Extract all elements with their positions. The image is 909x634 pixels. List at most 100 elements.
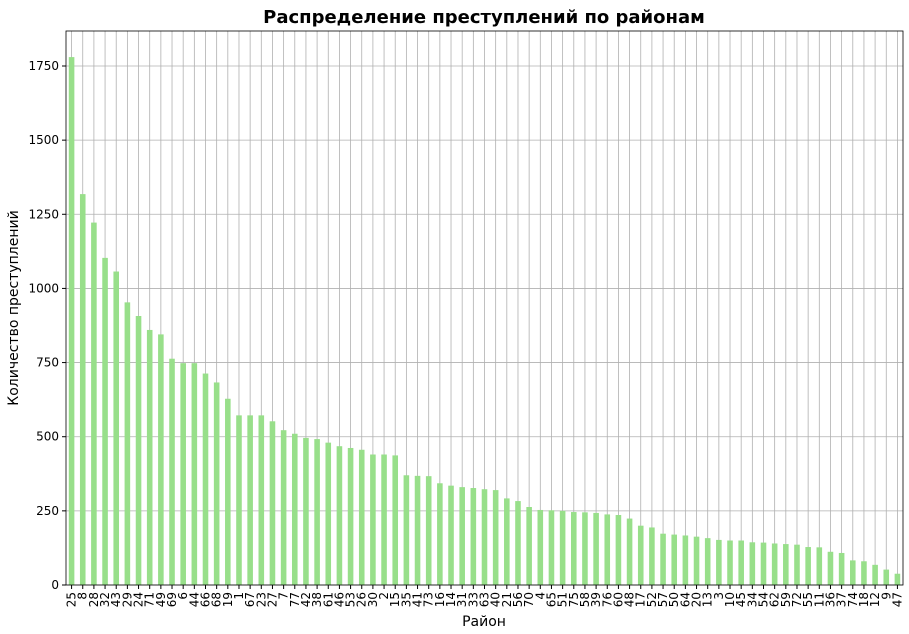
x-tick-label: 71 xyxy=(143,592,157,607)
bar xyxy=(570,512,577,585)
bar xyxy=(425,476,432,585)
bar xyxy=(727,540,733,585)
bar xyxy=(414,475,421,585)
x-tick-label: 63 xyxy=(478,592,492,607)
bar xyxy=(79,194,86,585)
x-tick-label: 73 xyxy=(422,592,436,607)
bar xyxy=(91,222,97,585)
y-tick-label: 500 xyxy=(36,430,59,444)
bar xyxy=(180,363,186,585)
x-tick-label: 53 xyxy=(344,592,358,607)
bar xyxy=(760,542,767,585)
bar xyxy=(783,544,789,585)
bar xyxy=(872,564,878,585)
bar xyxy=(303,437,309,585)
x-tick-label: 52 xyxy=(645,592,659,607)
x-tick-label: 58 xyxy=(578,592,592,607)
bar xyxy=(437,483,443,585)
bar xyxy=(894,573,901,585)
bar xyxy=(459,487,465,585)
bar xyxy=(202,373,209,585)
x-tick-label: 56 xyxy=(511,592,525,607)
bar xyxy=(626,518,633,585)
axes-frame xyxy=(65,30,904,586)
bar xyxy=(861,561,867,585)
bar xyxy=(849,560,856,585)
x-tick-label: 68 xyxy=(210,592,224,607)
bar xyxy=(660,533,666,585)
x-tick-label: 2 xyxy=(377,592,391,600)
x-tick-label: 48 xyxy=(623,592,637,607)
bar xyxy=(838,552,845,585)
bar xyxy=(559,510,566,585)
x-tick-label: 38 xyxy=(310,592,324,607)
bar xyxy=(582,512,588,585)
x-tick-label: 55 xyxy=(801,592,815,607)
x-tick-label: 30 xyxy=(366,592,380,607)
bar xyxy=(258,415,265,585)
x-tick-label: 57 xyxy=(656,592,670,607)
bar xyxy=(236,415,242,585)
x-tick-label: 62 xyxy=(768,592,782,607)
x-tick-label: 59 xyxy=(779,592,793,607)
bar xyxy=(693,536,700,585)
bar xyxy=(247,415,253,585)
x-tick-label: 18 xyxy=(857,592,871,607)
x-tick-label: 19 xyxy=(221,592,235,607)
x-tick-label: 12 xyxy=(868,592,882,607)
x-tick-label: 17 xyxy=(634,592,648,607)
x-tick-label: 34 xyxy=(745,592,759,607)
x-tick-label: 42 xyxy=(299,592,313,607)
x-tick-label: 74 xyxy=(846,592,860,607)
x-tick-label: 13 xyxy=(701,592,715,607)
bar xyxy=(336,446,343,585)
x-tick-label: 46 xyxy=(332,592,346,607)
x-tick-label: 23 xyxy=(254,592,268,607)
bar xyxy=(191,363,198,585)
bar xyxy=(593,512,599,585)
x-tick-label: 4 xyxy=(533,592,547,600)
bar xyxy=(381,454,387,585)
x-tick-label: 31 xyxy=(455,592,469,607)
bar xyxy=(280,430,287,585)
y-tick-label: 1500 xyxy=(28,133,59,147)
bar xyxy=(883,569,890,585)
x-tick-label: 39 xyxy=(589,592,603,607)
bar xyxy=(716,539,722,585)
x-tick-label: 50 xyxy=(667,592,681,607)
bar xyxy=(827,551,834,585)
bar xyxy=(749,542,756,585)
bar xyxy=(492,490,499,585)
x-tick-label: 24 xyxy=(132,592,146,607)
bar xyxy=(537,509,544,585)
x-axis-label: Район xyxy=(462,614,506,630)
bar xyxy=(124,302,131,585)
bar xyxy=(68,57,75,585)
x-tick-label: 36 xyxy=(823,592,837,607)
x-tick-label: 40 xyxy=(489,592,503,607)
bar xyxy=(649,527,655,585)
bar xyxy=(682,535,689,585)
bar xyxy=(637,525,644,585)
y-tick-label: 1750 xyxy=(28,59,59,73)
bar xyxy=(102,257,108,585)
bar xyxy=(358,449,365,585)
bar xyxy=(169,358,175,585)
x-tick-label: 41 xyxy=(411,592,425,607)
bar xyxy=(548,510,555,585)
bar xyxy=(805,547,811,585)
x-tick-label: 8 xyxy=(76,592,90,600)
bar xyxy=(392,455,399,585)
x-tick-label: 77 xyxy=(288,592,302,607)
x-tick-label: 14 xyxy=(444,592,458,607)
bar xyxy=(269,421,276,585)
x-tick-label: 51 xyxy=(556,592,570,607)
x-tick-label: 33 xyxy=(466,592,480,607)
x-tick-label: 67 xyxy=(243,592,257,607)
x-tick-label: 61 xyxy=(321,592,335,607)
bar xyxy=(158,334,164,585)
bar xyxy=(816,547,823,585)
bar xyxy=(526,507,532,585)
bar xyxy=(504,498,510,585)
bar xyxy=(604,514,611,585)
